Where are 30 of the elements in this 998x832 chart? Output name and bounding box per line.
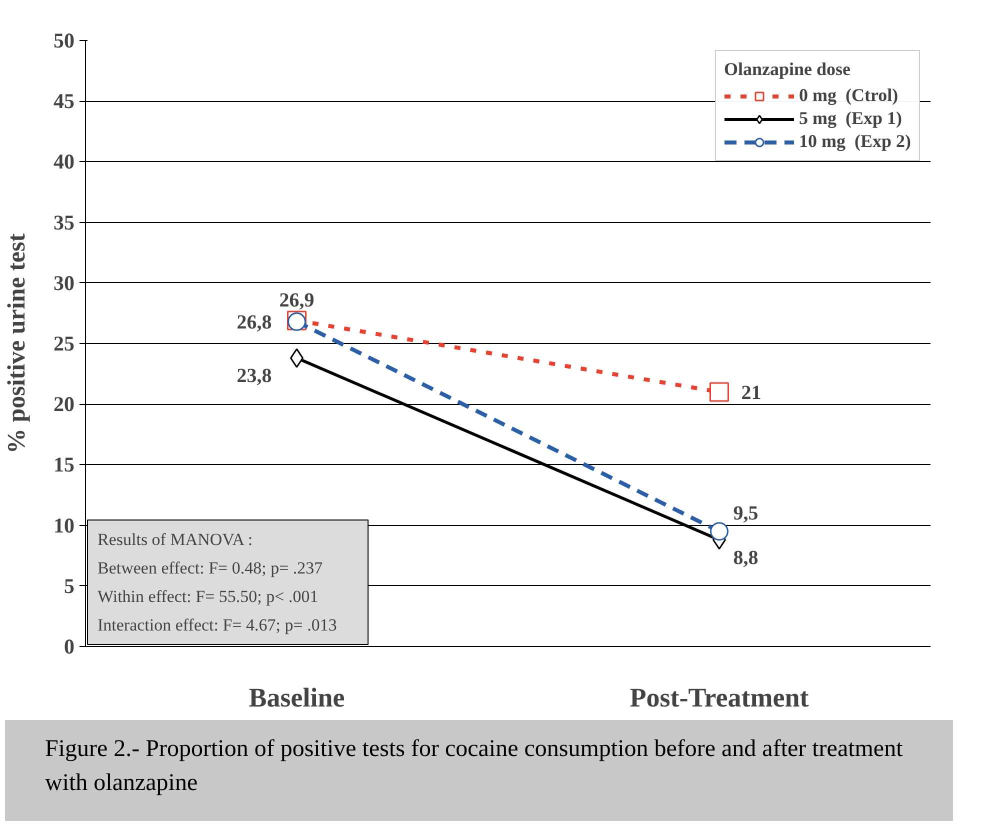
- y-tick-label: 20: [54, 392, 74, 416]
- legend-label: 0 mg (Ctrol): [799, 85, 898, 106]
- y-tick-label: 45: [54, 89, 74, 114]
- legend-title: Olanzapine dose: [724, 59, 852, 80]
- y-tick-label: 30: [54, 270, 74, 295]
- caption: Figure 2.- Proportion of positive tests for cocaine consumption before and after treatment with olanzapine: [45, 735, 904, 798]
- annotation: Within effect: F= 55.50; p< .001: [98, 587, 318, 606]
- data-label: 23,8: [236, 365, 272, 388]
- x-tick-label: Post-Treatment: [630, 682, 809, 712]
- y-tick-label: 25: [54, 332, 74, 356]
- y-axis-title: % positive urine test: [4, 232, 30, 454]
- y-tick-label: 35: [54, 210, 74, 234]
- y-tick-label: 5: [64, 574, 74, 598]
- point: [710, 382, 729, 402]
- data-label: 26,8: [236, 312, 272, 334]
- legend-label: 10 mg (Exp 2): [799, 131, 911, 152]
- y-tick-label: 50: [54, 28, 74, 52]
- legend-label: 5 mg (Exp 1): [799, 108, 902, 129]
- y-tick-label: 0: [64, 634, 74, 658]
- data-label: 26,9: [279, 289, 314, 312]
- annotation: Results of MANOVA :: [98, 530, 253, 549]
- data-label: 9,5: [733, 502, 758, 524]
- x-tick-label: Baseline: [248, 682, 345, 712]
- y-tick-label: 10: [54, 513, 74, 538]
- data-label: 8,8: [733, 546, 758, 569]
- y-tick-label: 40: [54, 150, 74, 174]
- data-label: 21: [741, 382, 762, 404]
- annotation: Interaction effect: F= 4.67; p= .013: [98, 616, 337, 634]
- y-tick-label: 15: [54, 452, 74, 477]
- annotation: Between effect: F= 0.48; p= .237: [98, 558, 324, 578]
